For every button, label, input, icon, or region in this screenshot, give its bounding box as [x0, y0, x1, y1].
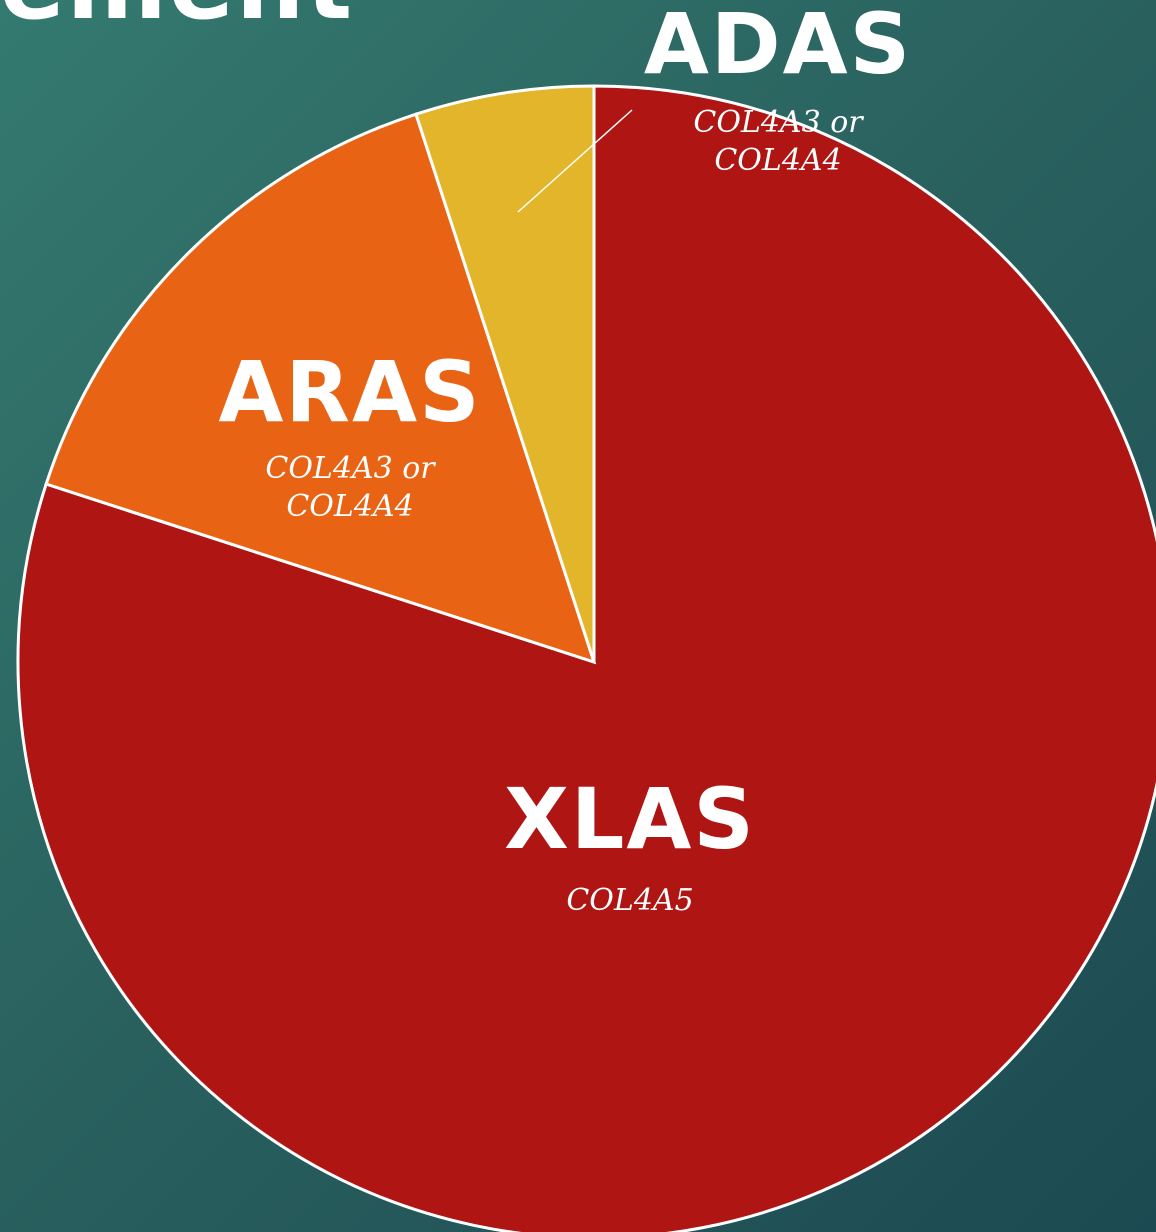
- pie-slice: [44, 112, 597, 665]
- slice-sublabel: COL4A4: [714, 143, 841, 178]
- slice-sublabel: COL4A3 or: [693, 105, 864, 140]
- pie-slice: [414, 84, 596, 663]
- pie-slice: [16, 84, 1156, 1232]
- chart-title: urement: [0, 0, 354, 41]
- slice-label: XLAS: [504, 770, 756, 868]
- slice-sublabel: COL4A5: [566, 883, 693, 918]
- slice-sublabel: COL4A3 or: [265, 451, 436, 486]
- leader-line: [517, 109, 633, 213]
- slice-label: ADAS: [644, 0, 912, 93]
- slice-label: ARAS: [218, 343, 481, 441]
- slice-sublabel: COL4A4: [286, 489, 413, 524]
- pie: [16, 84, 1156, 1232]
